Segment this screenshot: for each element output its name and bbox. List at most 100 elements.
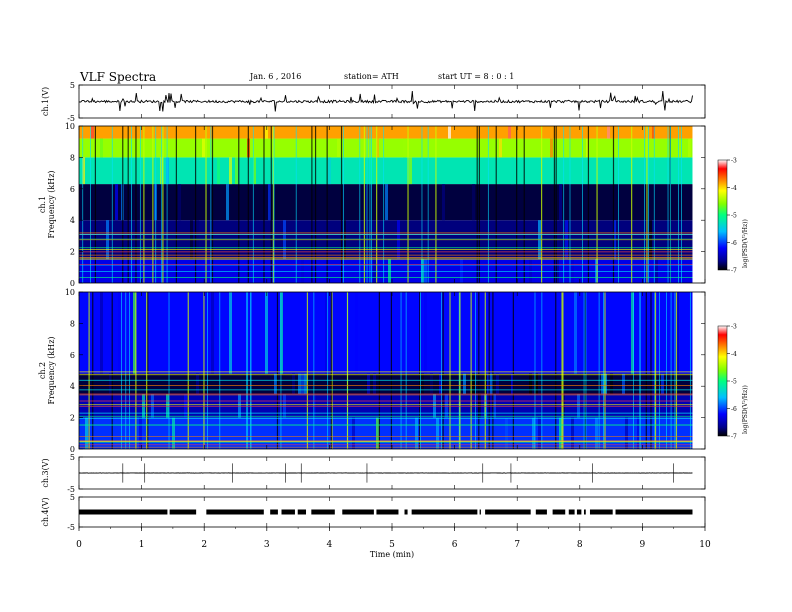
colorbar-tick-label: -4 [731,185,737,192]
y-axis-label: Frequency (kHz) [47,336,56,404]
impulse-streak [276,292,279,449]
spectral-texture [202,138,205,158]
impulse-streak [475,292,476,449]
spectral-texture [637,417,640,449]
spectral-band-2-3 [79,292,693,374]
impulse-streak [421,126,423,283]
spectral-texture [661,373,664,395]
impulse-streak [326,126,328,283]
waveform-gap [277,509,282,515]
spectral-texture [367,373,370,395]
spectral-texture [688,138,691,158]
spectral-texture [424,292,427,374]
impulse-streak [125,292,127,449]
y-tick-label: 2 [70,248,75,257]
impulse-streak [648,126,649,283]
impulse-streak [92,292,94,449]
impulse-streak [311,126,313,283]
impulse-streak [252,126,254,283]
impulse-streak [273,126,275,283]
spectral-texture [403,138,406,158]
impulse-streak [295,126,297,283]
waveform-gap [306,509,312,515]
impulse-streak [82,126,84,283]
spectral-texture [304,373,307,395]
spectral-texture [142,394,145,418]
station-label: station= ATH [344,72,399,81]
impulse-streak [484,292,486,449]
impulse-streak [561,292,563,449]
spectral-texture [535,373,538,395]
impulse-streak [111,292,113,449]
spectral-texture [133,292,136,374]
impulse-streak [569,126,571,283]
impulse-streak [94,126,97,283]
spectral-texture [448,126,451,139]
impulse-streak [563,126,565,283]
y-tick-label: 8 [70,153,75,162]
impulse-streak [667,126,669,283]
spectral-texture [601,373,604,395]
spectral-texture [409,157,412,185]
impulse-streak [88,292,90,449]
spectral-texture [652,126,655,139]
impulse-streak [129,292,130,449]
spectral-texture [490,373,493,395]
spectral-texture [253,157,256,185]
spectral-texture [82,157,85,185]
impulse-streak [512,292,514,449]
impulse-streak [263,126,265,283]
impulse-streak [139,126,141,283]
spectral-band-1-4 [79,138,693,158]
impulse-streak [247,126,249,283]
impulse-streak [587,126,590,283]
colorbar-tick-label: -3 [731,158,737,165]
colorbar-tick-label: -6 [731,406,737,413]
spectral-texture [532,417,535,449]
spectral-texture [373,373,376,395]
y-axis-label: ch.3(V) [41,458,50,487]
spectral-texture [472,184,475,221]
y-axis-label: ch.4(V) [41,497,50,526]
x-tick-label: 9 [640,540,646,550]
impulse-streak [143,126,145,283]
spectral-texture [574,292,577,374]
impulse-streak [604,292,606,449]
figure-title: VLF Spectra [80,70,157,84]
impulse-streak [194,126,197,283]
impulse-streak [612,126,615,283]
spectral-texture [172,417,175,449]
impulse-streak [646,126,648,283]
impulse-streak [390,292,392,449]
impulse-streak [400,292,402,449]
colorbar-tick-label: -5 [731,213,737,220]
x-tick-label: 0 [76,540,82,550]
impulse-streak [639,292,641,449]
impulse-streak [383,126,385,283]
impulse-streak [478,292,480,449]
spectral-texture [139,417,142,449]
spectral-texture [463,373,466,395]
impulse-streak [135,292,137,449]
impulse-streak [458,292,460,449]
impulse-streak [207,292,208,449]
impulse-streak [122,126,124,283]
impulse-streak [419,292,421,449]
impulse-streak [435,126,437,283]
waveform-gap [337,509,343,515]
impulse-streak [407,126,409,283]
colorbar-tick-label: -4 [731,351,737,358]
spectral-texture [280,292,283,374]
y-tick-label: 6 [70,351,75,360]
impulse-streak [675,292,678,449]
spectral-texture [229,292,232,374]
impulse-streak [131,126,132,283]
impulse-streak [487,126,489,283]
x-tick-label: 7 [514,540,520,550]
impulse-streak [359,126,361,283]
y-tick-label: 5 [70,493,75,502]
spectral-texture [166,394,169,418]
colorbar [717,325,728,437]
spectral-texture [229,157,232,185]
x-tick-label: 2 [201,540,207,550]
